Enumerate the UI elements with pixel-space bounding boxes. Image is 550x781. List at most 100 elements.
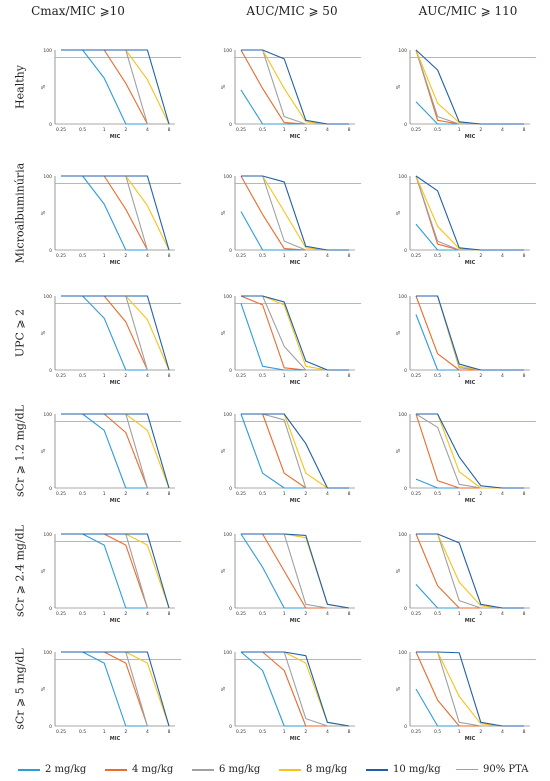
y-axis-label: % — [41, 686, 47, 691]
series-line-6-mg-kg — [61, 533, 169, 609]
series-line-6-mg-kg — [61, 651, 169, 727]
y-tick-label: 100 — [223, 532, 232, 538]
series-line-6-mg-kg — [415, 413, 524, 489]
x-tick-label: 0.5 — [79, 491, 86, 497]
x-tick-label: 4 — [326, 611, 329, 617]
x-tick-label: 8 — [523, 253, 526, 259]
x-tick-label: 1 — [458, 491, 461, 497]
x-tick-label: 2 — [124, 491, 127, 497]
x-tick-label: 0.25 — [411, 127, 421, 133]
x-tick-label: 1 — [103, 491, 106, 497]
x-tick-label: 1 — [103, 373, 106, 379]
series-line-8-mg-kg — [61, 651, 170, 727]
x-tick-label: 2 — [479, 373, 482, 379]
x-tick-label: 1 — [103, 729, 106, 735]
series-line-10-mg-kg — [241, 651, 350, 727]
x-tick-label: 8 — [168, 373, 171, 379]
x-tick-label: 4 — [146, 127, 149, 133]
x-tick-label: 1 — [458, 373, 461, 379]
legend-label: 8 mg/kg — [306, 764, 348, 775]
panel-r0-c0: 0 100% 0.25 0.5 1 2 4 8 MIC — [41, 48, 181, 140]
x-tick-label: 8 — [168, 491, 171, 497]
x-tick-label: 0.25 — [236, 127, 246, 133]
series-line-10-mg-kg — [241, 295, 349, 371]
x-tick-label: 1 — [103, 127, 106, 133]
series-line-4-mg-kg — [240, 49, 349, 125]
series-line-2-mg-kg — [240, 211, 349, 251]
x-tick-label: 0.25 — [56, 611, 66, 617]
x-tick-label: 4 — [326, 491, 329, 497]
x-tick-label: 8 — [523, 127, 526, 133]
series-line-10-mg-kg — [241, 49, 349, 125]
series-line-6-mg-kg — [415, 49, 524, 125]
panel-r5-c1: 0 100% 0.25 0.5 1 2 4 8 MIC — [221, 650, 361, 742]
series-line-8-mg-kg — [241, 49, 349, 125]
x-axis-label: MIC — [110, 260, 121, 266]
y-tick-label: 100 — [43, 48, 52, 54]
legend-swatch — [192, 768, 214, 771]
y-tick-label: 100 — [43, 412, 52, 418]
series-line-10-mg-kg — [61, 175, 170, 251]
x-tick-label: 0.5 — [259, 611, 266, 617]
legend-label: 10 mg/kg — [393, 764, 441, 775]
series-line-8-mg-kg — [61, 533, 170, 609]
y-axis-label: % — [221, 330, 227, 335]
x-tick-label: 4 — [501, 127, 504, 133]
y-tick-label: 100 — [398, 412, 407, 418]
panel-r1-c2: 0 100% 0.25 0.5 1 2 4 8 MIC — [396, 174, 536, 266]
x-tick-label: 0.25 — [236, 611, 246, 617]
y-tick-label: 0 — [49, 122, 52, 128]
x-tick-label: 2 — [304, 491, 307, 497]
series-line-8-mg-kg — [416, 413, 524, 489]
x-tick-label: 1 — [283, 491, 286, 497]
series-line-6-mg-kg — [61, 49, 169, 125]
y-axis-label: % — [396, 330, 402, 335]
series-line-2-mg-kg — [61, 413, 169, 489]
series-line-4-mg-kg — [241, 651, 349, 727]
x-tick-label: 0.25 — [411, 373, 421, 379]
column-title-auc110: AUC/MIC ⩾ 110 — [418, 4, 518, 18]
legend-swatch — [18, 768, 40, 771]
x-tick-label: 4 — [326, 373, 329, 379]
x-tick-label: 4 — [326, 253, 329, 259]
series-line-8-mg-kg — [241, 651, 350, 727]
y-axis-label: % — [41, 210, 47, 215]
y-tick-label: 0 — [229, 606, 232, 612]
x-tick-label: 0.5 — [434, 253, 441, 259]
series-line-8-mg-kg — [415, 49, 524, 125]
x-tick-label: 4 — [146, 729, 149, 735]
series-line-10-mg-kg — [61, 651, 170, 727]
x-tick-label: 2 — [304, 127, 307, 133]
series-line-6-mg-kg — [241, 651, 349, 727]
x-tick-label: 1 — [458, 729, 461, 735]
x-tick-label: 2 — [304, 611, 307, 617]
y-tick-label: 0 — [404, 606, 407, 612]
series-line-8-mg-kg — [416, 533, 524, 609]
series-line-10-mg-kg — [416, 413, 524, 489]
series-line-6-mg-kg — [241, 413, 349, 489]
y-axis-label: % — [396, 210, 402, 215]
series-line-4-mg-kg — [61, 49, 169, 125]
panel-r0-c2: 0 100% 0.25 0.5 1 2 4 8 MIC — [396, 48, 536, 140]
x-axis-label: MIC — [110, 498, 121, 504]
legend-item-8mg: 8 mg/kg — [279, 764, 347, 776]
x-tick-label: 8 — [168, 729, 171, 735]
y-tick-label: 100 — [398, 650, 407, 656]
panel-r2-c0: 0 100% 0.25 0.5 1 2 4 8 MIC — [41, 294, 181, 386]
panel-r2-c1: 0 100% 0.25 0.5 1 2 4 8 MIC — [221, 294, 361, 386]
x-tick-label: 0.5 — [259, 729, 266, 735]
panel-r5-c2: 0 100% 0.25 0.5 1 2 4 8 MIC — [396, 650, 536, 742]
legend: 2 mg/kg 4 mg/kg 6 mg/kg 8 mg/kg 10 mg/kg… — [0, 760, 550, 780]
series-line-6-mg-kg — [241, 533, 349, 609]
y-axis-label: % — [221, 686, 227, 691]
x-tick-label: 0.25 — [236, 253, 246, 259]
x-tick-label: 0.5 — [79, 253, 86, 259]
panel-r4-c0: 0 100% 0.25 0.5 1 2 4 8 MIC — [41, 532, 181, 624]
x-tick-label: 4 — [146, 373, 149, 379]
x-axis-label: MIC — [110, 618, 121, 624]
series-line-6-mg-kg — [61, 175, 169, 251]
x-tick-label: 2 — [124, 253, 127, 259]
y-axis-label: % — [396, 568, 402, 573]
x-tick-label: 4 — [501, 729, 504, 735]
